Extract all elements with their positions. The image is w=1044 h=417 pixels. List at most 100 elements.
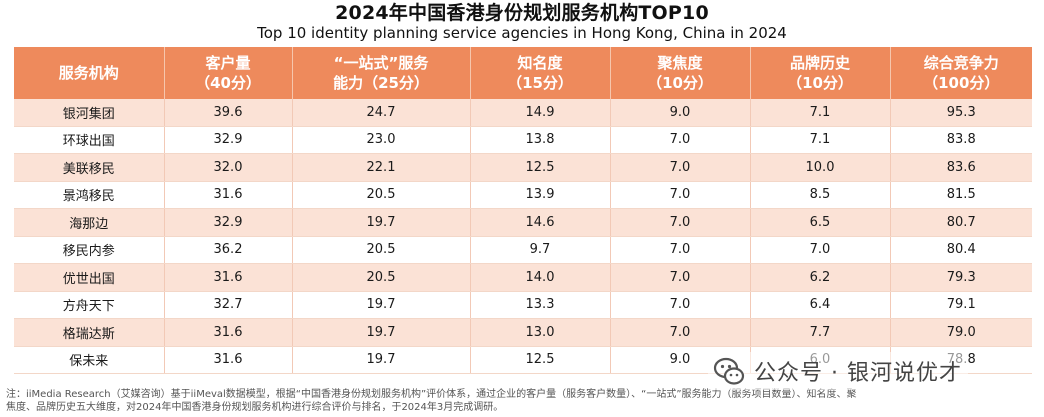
score-cell: 7.7 <box>750 318 891 347</box>
agency-name-cell: 优世出国 <box>14 263 165 292</box>
table-row: 景鸿移民 31.6 20.5 13.9 7.0 8.5 81.5 <box>14 181 1032 209</box>
score-cell: 13.9 <box>470 181 611 209</box>
table-row: 海那边 32.9 19.7 14.6 7.0 6.5 80.7 <box>14 208 1032 237</box>
footnote-line-2: 焦度、品牌历史五大维度，对2024年中国香港身份规划服务机构进行综合评价与排名，… <box>6 402 504 413</box>
agency-name-cell: 保未来 <box>14 346 165 374</box>
score-cell: 19.7 <box>292 318 471 347</box>
score-cell: 7.0 <box>610 181 751 209</box>
score-cell: 10.0 <box>750 153 891 182</box>
agency-name-cell: 环球出国 <box>14 126 165 154</box>
score-cell: 19.7 <box>292 291 471 319</box>
score-cell: 39.6 <box>164 99 293 127</box>
score-cell: 12.5 <box>470 153 611 182</box>
score-cell: 7.0 <box>610 318 751 347</box>
ranking-table: 服务机构 客户量 （40分） “一站式”服务 能力（25分） 知名度 （15分） 聚焦度 （10… <box>14 47 1032 374</box>
score-cell: 32.7 <box>164 291 293 319</box>
column-header-line-2: （40分） <box>195 74 261 92</box>
score-cell: 83.8 <box>890 126 1032 154</box>
score-cell: 79.0 <box>890 318 1032 347</box>
agency-name-cell: 银河集团 <box>14 99 165 127</box>
score-cell: 6.4 <box>750 291 891 319</box>
score-cell: 9.7 <box>470 236 611 264</box>
score-cell: 79.3 <box>890 263 1032 292</box>
score-cell: 95.3 <box>890 99 1032 127</box>
column-header-line-1: 服务机构 <box>58 64 119 82</box>
column-header: “一站式”服务 能力（25分） <box>292 47 471 99</box>
column-header-line-1: 客户量 <box>205 54 251 72</box>
score-cell: 7.0 <box>610 208 751 237</box>
score-cell: 7.0 <box>610 236 751 264</box>
column-header-line-2: （15分） <box>507 74 573 92</box>
score-cell: 80.4 <box>890 236 1032 264</box>
wechat-icon <box>713 357 745 385</box>
column-header-line-1: 综合竞争力 <box>923 54 999 72</box>
score-cell: 6.2 <box>750 263 891 292</box>
page-title: 2024年中国香港身份规划服务机构TOP10 <box>335 2 709 24</box>
column-header: 聚焦度 （10分） <box>610 47 751 99</box>
score-cell: 13.8 <box>470 126 611 154</box>
column-header: 品牌历史 （10分） <box>750 47 891 99</box>
column-header-line-2: （100分） <box>923 74 1000 92</box>
score-cell: 31.6 <box>164 346 293 374</box>
watermark-text: 公众号 · 银河说优才 <box>754 361 962 386</box>
footnote-line-1: 注：iiMedia Research（艾媒咨询）基于iiMeval数据模型，根据… <box>6 389 857 400</box>
score-cell: 20.5 <box>292 181 471 209</box>
score-cell: 6.5 <box>750 208 891 237</box>
score-cell: 14.6 <box>470 208 611 237</box>
agency-name-cell: 移民内参 <box>14 236 165 264</box>
table-header-row: 服务机构 客户量 （40分） “一站式”服务 能力（25分） 知名度 （15分） 聚焦度 （10… <box>14 47 1032 99</box>
footnote: 注：iiMedia Research（艾媒咨询）基于iiMeval数据模型，根据… <box>6 388 1036 414</box>
score-cell: 7.0 <box>610 263 751 292</box>
column-header-line-1: “一站式”服务 <box>333 54 429 72</box>
table-row: 格瑞达斯 31.6 19.7 13.0 7.0 7.7 79.0 <box>14 318 1032 347</box>
score-cell: 20.5 <box>292 263 471 292</box>
score-cell: 7.0 <box>750 236 891 264</box>
score-cell: 9.0 <box>610 99 751 127</box>
column-header-line-1: 品牌历史 <box>789 54 850 72</box>
score-cell: 7.1 <box>750 126 891 154</box>
score-cell: 81.5 <box>890 181 1032 209</box>
table-row: 环球出国 32.9 23.0 13.8 7.0 7.1 83.8 <box>14 126 1032 154</box>
score-cell: 20.5 <box>292 236 471 264</box>
table-body: 银河集团 39.6 24.7 14.9 9.0 7.1 95.3 环球出国 32.9 23.0 13… <box>14 99 1032 374</box>
score-cell: 31.6 <box>164 263 293 292</box>
column-header: 服务机构 <box>14 47 165 99</box>
table-row: 优世出国 31.6 20.5 14.0 7.0 6.2 79.3 <box>14 263 1032 292</box>
agency-name-cell: 海那边 <box>14 208 165 237</box>
score-cell: 19.7 <box>292 208 471 237</box>
column-header-line-2: （10分） <box>787 74 853 92</box>
column-header: 综合竞争力 （100分） <box>890 47 1032 99</box>
score-cell: 31.6 <box>164 318 293 347</box>
table-row: 美联移民 32.0 22.1 12.5 7.0 10.0 83.6 <box>14 153 1032 182</box>
score-cell: 8.5 <box>750 181 891 209</box>
score-cell: 19.7 <box>292 346 471 374</box>
column-header-line-2: 能力（25分） <box>333 74 429 92</box>
table-row: 方舟天下 32.7 19.7 13.3 7.0 6.4 79.1 <box>14 291 1032 319</box>
agency-name-cell: 景鸿移民 <box>14 181 165 209</box>
score-cell: 23.0 <box>292 126 471 154</box>
agency-name-cell: 方舟天下 <box>14 291 165 319</box>
column-header-line-1: 聚焦度 <box>657 54 703 72</box>
score-cell: 13.3 <box>470 291 611 319</box>
score-cell: 14.0 <box>470 263 611 292</box>
table-row: 移民内参 36.2 20.5 9.7 7.0 7.0 80.4 <box>14 236 1032 264</box>
score-cell: 7.0 <box>610 291 751 319</box>
score-cell: 22.1 <box>292 153 471 182</box>
watermark: 公众号 · 银河说优才 <box>708 352 968 390</box>
column-header-line-2: （10分） <box>647 74 713 92</box>
score-cell: 12.5 <box>470 346 611 374</box>
score-cell: 31.6 <box>164 181 293 209</box>
column-header: 知名度 （15分） <box>470 47 611 99</box>
score-cell: 13.0 <box>470 318 611 347</box>
score-cell: 79.1 <box>890 291 1032 319</box>
agency-name-cell: 格瑞达斯 <box>14 318 165 347</box>
page-subtitle: Top 10 identity planning service agencie… <box>257 24 787 42</box>
table-row: 银河集团 39.6 24.7 14.9 9.0 7.1 95.3 <box>14 99 1032 127</box>
agency-name-cell: 美联移民 <box>14 153 165 182</box>
column-header-line-1: 知名度 <box>517 54 563 72</box>
score-cell: 36.2 <box>164 236 293 264</box>
score-cell: 14.9 <box>470 99 611 127</box>
score-cell: 7.0 <box>610 153 751 182</box>
ranking-table-container: 服务机构 客户量 （40分） “一站式”服务 能力（25分） 知名度 （15分） 聚焦度 （10… <box>14 47 1032 374</box>
column-header: 客户量 （40分） <box>164 47 293 99</box>
